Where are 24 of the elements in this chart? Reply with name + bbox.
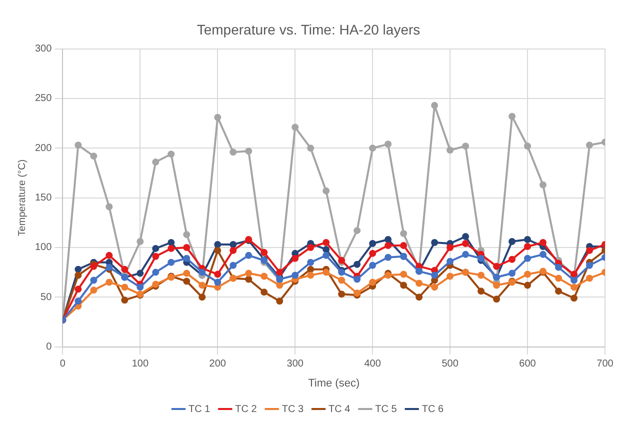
- legend-label: TC 3: [282, 404, 304, 415]
- legend-label: TC 5: [375, 404, 398, 415]
- y-tick-label: 300: [34, 44, 52, 55]
- legend-label: TC 6: [422, 404, 444, 415]
- x-tick-label: 300: [286, 358, 304, 370]
- y-axis-title: Temperature (°C): [16, 159, 28, 236]
- x-axis-title: Time (sec): [308, 377, 360, 390]
- x-tick-label: 100: [132, 358, 149, 370]
- y-tick-label: 100: [34, 242, 52, 254]
- y-tick-label: 250: [34, 93, 52, 104]
- x-tick-label: 600: [519, 358, 536, 370]
- legend-label: TC 2: [235, 404, 258, 415]
- chart-title: Temperature vs. Time: HA-20 layers: [196, 21, 420, 38]
- y-tick-label: 50: [40, 292, 52, 303]
- legend-label: TC 1: [188, 404, 211, 415]
- y-tick-label: 200: [34, 142, 52, 154]
- x-tick-label: 700: [596, 358, 614, 370]
- x-tick-label: 500: [442, 358, 459, 370]
- y-tick-label: 0: [46, 342, 52, 353]
- legend-label: TC 4: [328, 404, 351, 415]
- x-tick-label: 200: [209, 358, 226, 370]
- x-tick-label: 0: [60, 358, 66, 370]
- y-tick-label: 150: [34, 192, 52, 204]
- x-tick-label: 400: [364, 358, 382, 370]
